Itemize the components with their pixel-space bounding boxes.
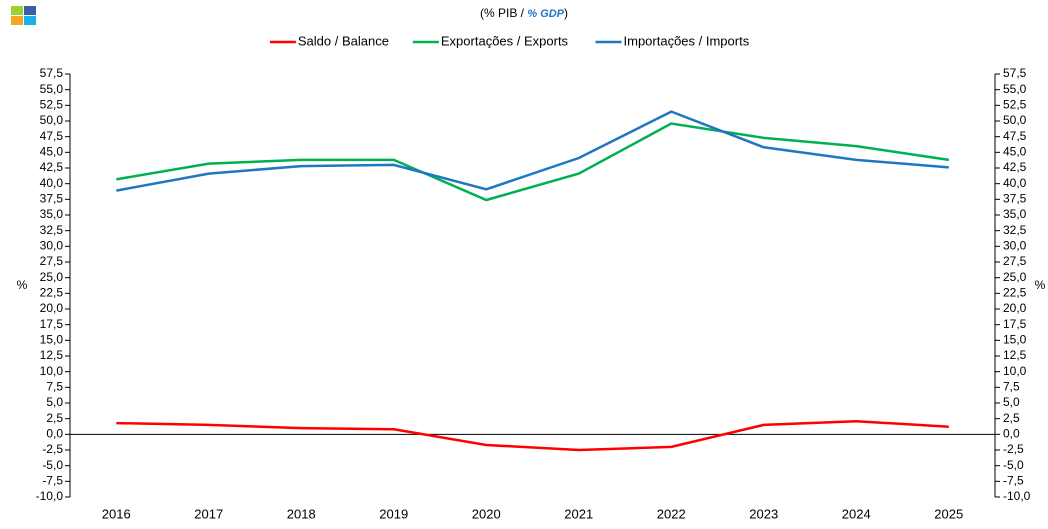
x-tick-label: 2025 bbox=[934, 506, 963, 521]
y2-tick-label: 0,0 bbox=[1003, 427, 1020, 441]
y-tick-label: 47,5 bbox=[40, 129, 64, 143]
y2-tick-label: -10,0 bbox=[1003, 489, 1031, 503]
y-axis-label: % bbox=[17, 278, 28, 292]
y2-tick-label: 42,5 bbox=[1003, 160, 1027, 174]
chart-subtitle: (% PIB / % GDP) bbox=[480, 6, 568, 20]
y2-tick-label: 20,0 bbox=[1003, 301, 1027, 315]
x-tick-label: 2020 bbox=[472, 506, 501, 521]
y-tick-label: 45,0 bbox=[40, 145, 64, 159]
y-tick-label: 15,0 bbox=[40, 333, 64, 347]
y-tick-label: 35,0 bbox=[40, 207, 64, 221]
y2-tick-label: -5,0 bbox=[1003, 458, 1024, 472]
legend-label: Importações / Imports bbox=[624, 33, 750, 48]
y2-tick-label: 35,0 bbox=[1003, 207, 1027, 221]
y-tick-label: 17,5 bbox=[40, 317, 64, 331]
y-tick-label: 0,0 bbox=[46, 427, 63, 441]
y-tick-label: 42,5 bbox=[40, 160, 64, 174]
y2-axis-label: % bbox=[1035, 278, 1046, 292]
y2-tick-label: 12,5 bbox=[1003, 348, 1027, 362]
y-tick-label: 2,5 bbox=[46, 411, 63, 425]
y2-tick-label: -2,5 bbox=[1003, 442, 1024, 456]
y2-tick-label: 25,0 bbox=[1003, 270, 1027, 284]
y-tick-label: 57,5 bbox=[40, 66, 64, 80]
x-tick-label: 2021 bbox=[564, 506, 593, 521]
y2-tick-label: -7,5 bbox=[1003, 474, 1024, 488]
y2-tick-label: 57,5 bbox=[1003, 66, 1027, 80]
y2-tick-label: 7,5 bbox=[1003, 380, 1020, 394]
y-tick-label: 52,5 bbox=[40, 98, 64, 112]
y2-tick-label: 17,5 bbox=[1003, 317, 1027, 331]
x-tick-label: 2022 bbox=[657, 506, 686, 521]
y2-tick-label: 15,0 bbox=[1003, 333, 1027, 347]
y2-tick-label: 50,0 bbox=[1003, 113, 1027, 127]
y-tick-label: 25,0 bbox=[40, 270, 64, 284]
y2-tick-label: 5,0 bbox=[1003, 395, 1020, 409]
x-tick-label: 2024 bbox=[842, 506, 871, 521]
x-tick-label: 2023 bbox=[749, 506, 778, 521]
y-tick-label: 27,5 bbox=[40, 254, 64, 268]
series-line bbox=[116, 419, 949, 452]
y2-tick-label: 55,0 bbox=[1003, 82, 1027, 96]
y-tick-label: 7,5 bbox=[46, 380, 63, 394]
y2-tick-label: 30,0 bbox=[1003, 239, 1027, 253]
y2-tick-label: 2,5 bbox=[1003, 411, 1020, 425]
y2-tick-label: 22,5 bbox=[1003, 286, 1027, 300]
y-tick-label: 40,0 bbox=[40, 176, 64, 190]
y-tick-label: -7,5 bbox=[42, 474, 63, 488]
y-tick-label: -10,0 bbox=[36, 489, 64, 503]
logo bbox=[11, 6, 36, 25]
y-tick-label: 32,5 bbox=[40, 223, 64, 237]
y-tick-label: 22,5 bbox=[40, 286, 64, 300]
y-tick-label: 50,0 bbox=[40, 113, 64, 127]
legend-label: Exportações / Exports bbox=[441, 33, 569, 48]
y2-tick-label: 47,5 bbox=[1003, 129, 1027, 143]
y-tick-label: 37,5 bbox=[40, 192, 64, 206]
series-line bbox=[116, 122, 949, 202]
y2-tick-label: 32,5 bbox=[1003, 223, 1027, 237]
x-tick-label: 2018 bbox=[287, 506, 316, 521]
y2-tick-label: 10,0 bbox=[1003, 364, 1027, 378]
y-tick-label: 55,0 bbox=[40, 82, 64, 96]
y-tick-label: 12,5 bbox=[40, 348, 64, 362]
y-tick-label: 10,0 bbox=[40, 364, 64, 378]
y2-tick-label: 45,0 bbox=[1003, 145, 1027, 159]
y-tick-label: 20,0 bbox=[40, 301, 64, 315]
x-tick-label: 2019 bbox=[379, 506, 408, 521]
y2-tick-label: 27,5 bbox=[1003, 254, 1027, 268]
series-line bbox=[116, 110, 949, 192]
y-tick-label: -5,0 bbox=[42, 458, 63, 472]
y2-tick-label: 40,0 bbox=[1003, 176, 1027, 190]
legend-label: Saldo / Balance bbox=[298, 33, 389, 48]
y-tick-label: 30,0 bbox=[40, 239, 64, 253]
x-tick-label: 2016 bbox=[102, 506, 131, 521]
y2-tick-label: 37,5 bbox=[1003, 192, 1027, 206]
y2-tick-label: 52,5 bbox=[1003, 98, 1027, 112]
y-tick-label: -2,5 bbox=[42, 442, 63, 456]
y-tick-label: 5,0 bbox=[46, 395, 63, 409]
x-tick-label: 2017 bbox=[194, 506, 223, 521]
